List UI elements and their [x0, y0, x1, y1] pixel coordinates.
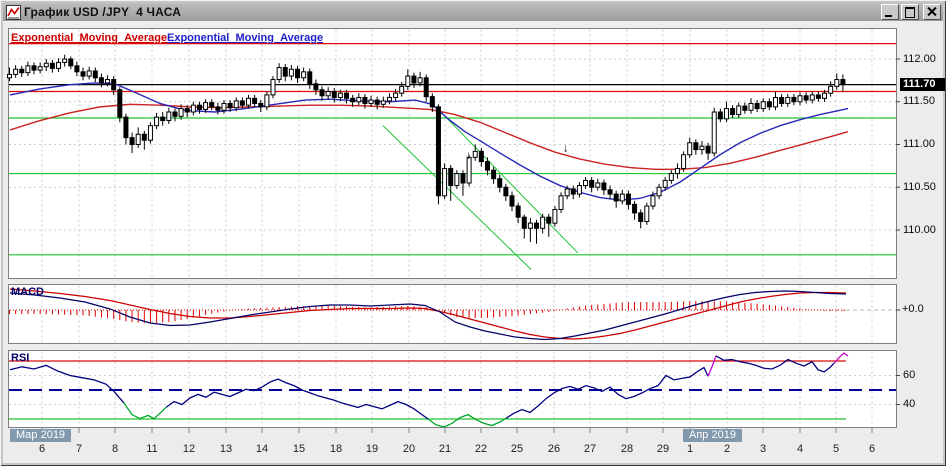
date-axis-label: 11	[146, 443, 158, 455]
ema-indicator-label-red[interactable]: Exponential_Moving_Average	[11, 32, 168, 44]
date-axis-label: 22	[474, 443, 488, 455]
macd-line	[9, 290, 847, 341]
date-axis-label: 18	[329, 443, 343, 455]
date-axis-label: 3	[759, 443, 767, 455]
date-axis-label: 25	[510, 443, 524, 455]
rsi-line-segment	[9, 364, 125, 404]
current-price-badge: 111.70	[900, 78, 945, 91]
date-axis-label: 15	[292, 443, 306, 455]
window-title: График USD /JPY 4 ЧАСА	[24, 5, 182, 19]
candlesticks	[7, 54, 846, 244]
date-axis-label: 20	[402, 443, 416, 455]
maximize-button[interactable]	[901, 4, 919, 20]
date-axis-label: 21	[438, 443, 452, 455]
date-axis-label: 19	[365, 443, 379, 455]
date-axis-label: 27	[583, 443, 597, 455]
close-button[interactable]	[923, 4, 941, 20]
date-axis-label: 13	[219, 443, 233, 455]
rsi-line-segment	[165, 378, 429, 420]
macd-panel-label[interactable]: MACD	[11, 286, 44, 298]
minimize-icon	[885, 15, 892, 17]
date-axis-label: 7	[75, 443, 83, 455]
rsi-line-segment	[427, 413, 507, 428]
date-axis-label: 14	[255, 443, 269, 455]
macd-zero-label: +0.0	[902, 303, 924, 315]
date-axis-label: 12	[182, 443, 196, 455]
macd-signal-line	[9, 288, 847, 340]
rsi-line-segment	[123, 402, 167, 420]
minimize-button[interactable]	[881, 4, 899, 20]
ema-fast-line	[9, 82, 849, 201]
date-axis-label: 8	[111, 443, 119, 455]
trendline	[382, 125, 532, 270]
date-axis-label: 6	[868, 443, 876, 455]
sell-arrow-icon: ↓	[466, 149, 472, 161]
date-axis-label: 2	[723, 443, 731, 455]
date-axis-label: 4	[796, 443, 804, 455]
maximize-icon	[905, 7, 915, 18]
price-axis-label: 112.00	[903, 52, 936, 65]
title-bar[interactable]: График USD /JPY 4 ЧАСА	[3, 3, 943, 21]
date-axis-label: 28	[620, 443, 634, 455]
rsi-axis-label: 40	[903, 397, 916, 410]
close-icon	[927, 7, 935, 15]
price-axis-label: 111.00	[903, 138, 936, 150]
price-axis-label: 110.50	[903, 180, 936, 193]
rsi-axis-label: 60	[903, 368, 916, 381]
month-label-march: Мар 2019	[10, 429, 72, 442]
chart-icon	[6, 4, 21, 20]
rsi-line-segment	[505, 366, 709, 419]
main-chart-panel	[8, 28, 897, 279]
rsi-panel-label[interactable]: RSI	[11, 352, 30, 364]
price-axis-label: 111.50	[903, 95, 936, 108]
ema-indicator-label-blue[interactable]: Exponential_Moving_Average	[167, 32, 324, 44]
rsi-line-segment	[707, 355, 717, 377]
rsi-line-segment	[833, 352, 849, 364]
date-axis-label: 29	[656, 443, 670, 455]
date-axis-label: 1	[686, 443, 694, 455]
trendline	[435, 106, 579, 254]
date-axis-label: 6	[38, 443, 46, 455]
date-axis-label: 26	[547, 443, 561, 455]
rsi-line-segment	[715, 355, 835, 373]
month-label-april: Апр 2019	[683, 429, 742, 442]
date-axis-label: 5	[832, 443, 840, 455]
price-axis-label: 110.00	[903, 223, 936, 236]
sell-arrow-icon: ↓	[563, 143, 569, 155]
